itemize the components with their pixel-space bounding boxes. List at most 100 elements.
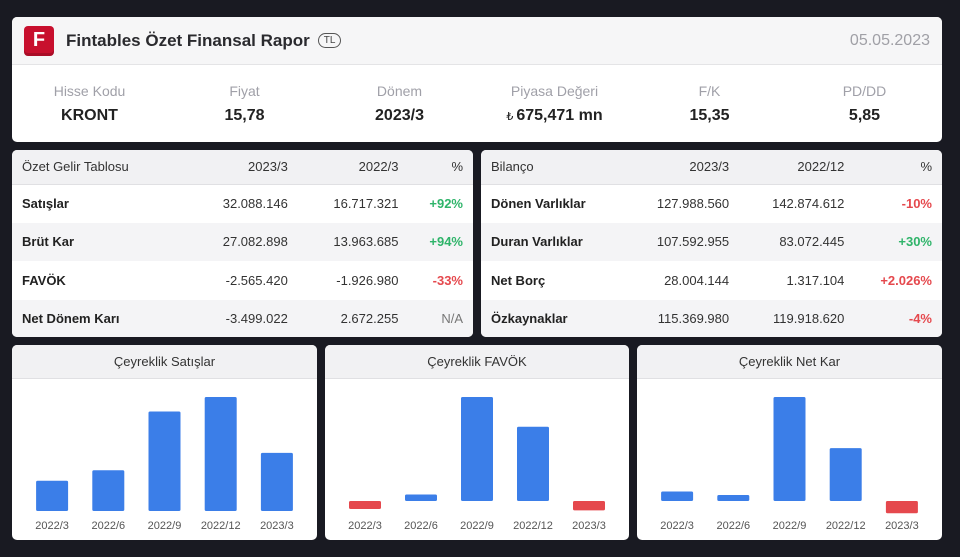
table-row: Net Dönem Karı -3.499.022 2.672.255 N/A: [12, 299, 473, 337]
stat-pe: F/K 15,35: [632, 83, 787, 125]
stat-label: Hisse Kodu: [53, 82, 126, 99]
x-tick-label: 2022/12: [513, 520, 553, 532]
current-value: 107.592.955: [628, 222, 740, 261]
current-value: -3.499.022: [196, 299, 298, 337]
x-tick-label: 2023/3: [885, 520, 919, 532]
bar-2022-3: [36, 480, 69, 511]
change-percent: +2.026%: [880, 272, 932, 288]
bar-2022-9: [773, 397, 806, 501]
table-row: Satışlar 32.088.146 16.717.321 +92%: [12, 184, 473, 223]
bar-2023-3: [573, 501, 605, 511]
row-label: Net Dönem Karı: [12, 299, 197, 337]
table-row: FAVÖK -2.565.420 -1.926.980 -33%: [12, 261, 473, 300]
stat-price: Fiyat 15,78: [167, 83, 322, 125]
quarterly-net-income-chart: 2022/3 2022/6 2022/9 2022/12 2023/3: [660, 397, 919, 532]
currency-badge: TL: [317, 33, 342, 48]
x-tick-label: 2022/3: [348, 520, 382, 532]
stat-pb: PD/DD 5,85: [787, 83, 942, 125]
stat-value: 675,471 mn: [516, 106, 603, 124]
bar-2022-9: [148, 411, 181, 511]
quarterly-ebitda-chart: 2022/3 2022/6 2022/9 2022/12 2023/3: [348, 397, 606, 532]
x-tick-label: 2022/6: [91, 520, 125, 532]
x-tick-label: 2023/3: [572, 520, 606, 532]
bar-2022-6: [92, 470, 125, 511]
key-stats: Hisse Kodu KRONT Fiyat 15,78 Dönem 2023/…: [12, 65, 942, 142]
bar-2022-3: [349, 501, 381, 509]
bar-2023-3: [260, 452, 293, 511]
change-percent: +30%: [854, 222, 942, 261]
x-tick-label: 2022/9: [148, 520, 182, 532]
x-tick-label: 2022/12: [826, 520, 866, 532]
current-value: -2.565.420: [225, 272, 288, 288]
row-label: Dönen Varlıklar: [491, 196, 586, 211]
current-value: 115.369.980: [628, 299, 740, 337]
previous-value: 13.963.685: [297, 222, 409, 261]
quarterly-sales-chart: 2022/3 2022/6 2022/9 2022/12 2023/3: [35, 397, 294, 532]
bar-2022-12: [517, 426, 549, 501]
x-tick-label: 2022/3: [35, 520, 69, 532]
report-date: 05.05.2023: [849, 31, 930, 49]
header-bar: F Fintables Özet Finansal Rapor TL 05.05…: [12, 17, 942, 65]
previous-value: 142.874.612: [772, 196, 845, 211]
row-label: Satışlar: [22, 196, 69, 211]
income-statement-table: Özet Gelir Tablosu 2023/3 2022/3 % Satış…: [12, 150, 473, 337]
previous-value: 119.918.620: [739, 299, 855, 337]
report-title: Fintables Özet Finansal Rapor: [66, 30, 310, 50]
chart-title: Çeyreklik FAVÖK: [325, 345, 629, 379]
stat-value: 5,85: [848, 106, 881, 124]
row-label: Duran Varlıklar: [481, 222, 629, 261]
stat-label: Piyasa Değeri: [510, 82, 599, 99]
stat-label: PD/DD: [842, 82, 887, 99]
bar-2022-6: [717, 495, 750, 501]
current-value: 28.004.144: [664, 272, 730, 288]
previous-value: 2.672.255: [297, 299, 409, 337]
x-tick-label: 2022/9: [460, 520, 494, 532]
stat-label: Fiyat: [229, 82, 260, 99]
bar-2022-9: [461, 397, 493, 501]
x-tick-label: 2022/9: [773, 520, 807, 532]
table-header-row: Bilanço 2023/3 2022/12 %: [481, 150, 942, 185]
table-row: Brüt Kar 27.082.898 13.963.685 +94%: [12, 222, 473, 261]
column-header: Bilanço: [481, 150, 629, 185]
change-percent: +92%: [429, 196, 463, 211]
stat-value: KRONT: [61, 106, 118, 124]
bar-2023-3: [885, 501, 918, 514]
row-label: Net Borç: [491, 272, 546, 288]
quarterly-ebitda-chart-card: Çeyreklik FAVÖK 2022/3 2022/6 2022/9 2022/1…: [325, 345, 629, 540]
change-percent: +94%: [408, 222, 473, 261]
change-percent: -10%: [901, 196, 932, 211]
x-tick-label: 2022/6: [404, 520, 438, 532]
stat-label: F/K: [698, 82, 721, 99]
quarterly-net-income-chart-card: Çeyreklik Net Kar 2022/3 2022/6 2022/9 2022…: [637, 345, 942, 540]
row-label: FAVÖK: [22, 272, 66, 288]
column-header: %: [854, 150, 942, 185]
change-percent: -33%: [432, 272, 463, 288]
stat-market-cap: Piyasa Değeri ₺ 675,471 mn: [477, 83, 632, 125]
table-row: Özkaynaklar 115.369.980 119.918.620 -4%: [481, 299, 942, 337]
column-header: Özet Gelir Tablosu: [12, 150, 197, 185]
stat-value-container: ₺ 675,471 mn: [477, 107, 632, 125]
current-value: 127.988.560: [656, 196, 730, 211]
x-tick-label: 2022/12: [201, 520, 241, 532]
fintables-logo: F: [24, 25, 54, 56]
chart-title: Çeyreklik Satışlar: [12, 345, 317, 379]
column-header: 2022/3: [297, 150, 409, 185]
column-header: %: [408, 150, 473, 185]
chart-title: Çeyreklik Net Kar: [637, 345, 942, 379]
previous-value: 1.317.104: [786, 272, 845, 288]
bar-2022-3: [661, 491, 694, 501]
column-header: 2022/12: [739, 150, 855, 185]
x-tick-label: 2023/3: [260, 520, 294, 532]
summary-header-card: F Fintables Özet Finansal Rapor TL 05.05…: [12, 17, 942, 142]
previous-value: 16.717.321: [333, 196, 399, 211]
column-header: 2023/3: [196, 150, 298, 185]
bar-2022-6: [405, 494, 437, 501]
lira-icon: ₺: [506, 110, 514, 123]
balance-sheet-card: Bilanço 2023/3 2022/12 % Dönen Varlıklar…: [481, 150, 942, 337]
x-tick-label: 2022/3: [660, 520, 694, 532]
quarterly-sales-chart-card: Çeyreklik Satışlar 2022/3 2022/6 2022/9 202…: [12, 345, 317, 540]
current-value: 27.082.898: [196, 222, 298, 261]
stat-value: 15,35: [689, 106, 730, 124]
previous-value: -1.926.980: [336, 272, 399, 288]
current-value: 32.088.146: [222, 196, 288, 211]
